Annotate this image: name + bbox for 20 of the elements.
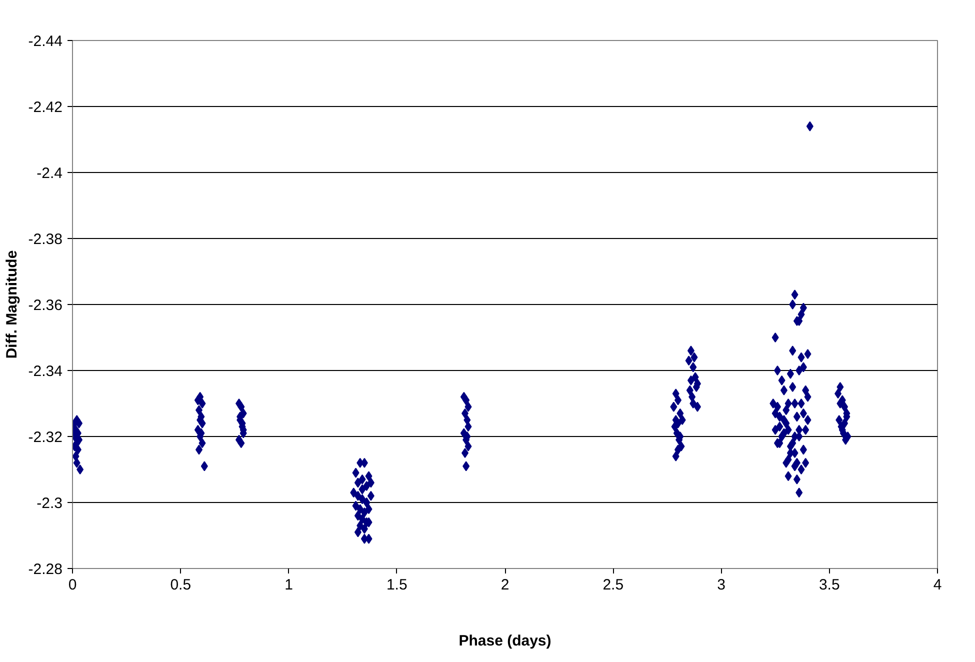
- x-tick-label: 4: [933, 576, 942, 594]
- x-tick-label: 3: [717, 576, 726, 594]
- y-tick-label: -2.36: [28, 297, 63, 314]
- y-tick-label: -2.32: [28, 429, 63, 446]
- y-tick-label: -2.3: [36, 495, 63, 512]
- y-tick-label: -2.4: [36, 165, 63, 182]
- x-tick-label: 1: [284, 576, 293, 594]
- y-tick-label: -2.34: [28, 363, 63, 380]
- y-tick-label: -2.42: [28, 99, 63, 116]
- x-tick-label: 2: [500, 576, 510, 594]
- y-tick-label: -2.38: [28, 231, 63, 248]
- x-axis-title: Phase (days): [458, 632, 552, 650]
- x-tick-label: 0.5: [170, 576, 192, 594]
- y-axis-title: Diff. Magnitude: [3, 250, 20, 359]
- x-tick-label: 2.5: [602, 576, 624, 594]
- x-tick-label: 3.5: [818, 576, 840, 594]
- y-tick-label: -2.28: [28, 561, 63, 578]
- x-tick-label: 1.5: [386, 576, 408, 594]
- y-tick-label: -2.44: [28, 33, 63, 50]
- x-tick-label: 0: [68, 576, 77, 594]
